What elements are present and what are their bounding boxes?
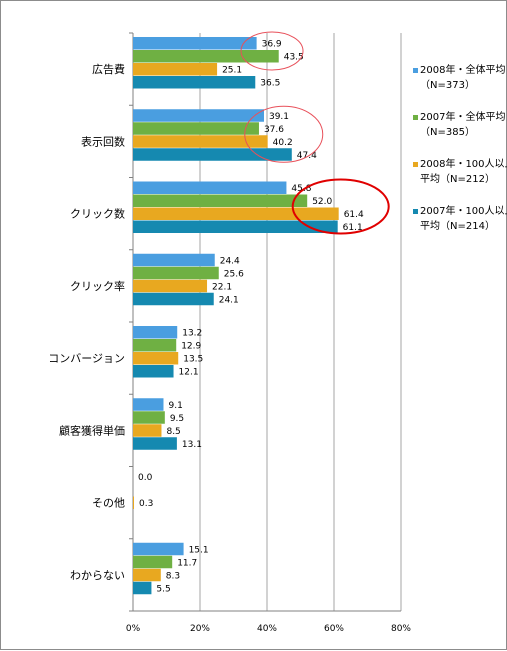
bar (133, 220, 338, 233)
bar (133, 194, 308, 207)
data-label: 39.1 (269, 112, 289, 122)
data-label: 12.9 (181, 342, 201, 352)
bar (133, 279, 208, 293)
bar (133, 568, 161, 582)
data-label: 61.1 (343, 223, 363, 233)
bar (133, 581, 152, 595)
bar (133, 365, 174, 378)
legend-label: 平均（N=214） (420, 220, 495, 232)
data-label: 8.5 (166, 427, 180, 437)
legend-label: 2007年・全体平均 (420, 110, 505, 123)
bar (133, 398, 164, 411)
data-label: 13.2 (182, 329, 202, 339)
bar (133, 37, 257, 50)
bar (133, 135, 268, 148)
category-label: クリック数 (70, 208, 125, 221)
category-label: クリック率 (70, 279, 125, 293)
legend-label: 平均（N=212） (420, 173, 495, 185)
bar (133, 542, 184, 556)
bar (133, 326, 178, 339)
x-tick-label: 20% (190, 624, 210, 634)
category-label: コンバージョン (48, 352, 125, 365)
category-label: その他 (92, 497, 125, 510)
data-label: 15.1 (189, 545, 209, 555)
bar (133, 352, 179, 365)
bar (133, 437, 177, 450)
bar (133, 339, 177, 352)
bar (133, 496, 135, 509)
data-label: 0.0 (138, 473, 153, 483)
bar (133, 253, 215, 267)
category-label: 表示回数 (81, 134, 125, 148)
x-tick-label: 60% (324, 624, 344, 634)
data-label: 24.1 (219, 295, 239, 305)
data-label: 13.5 (183, 355, 203, 365)
legend-swatch (413, 162, 418, 167)
legend-swatch (413, 68, 418, 73)
data-label: 12.1 (179, 368, 199, 378)
data-label: 36.9 (262, 40, 282, 50)
legend-label: 2007年・100人以上 (420, 204, 507, 217)
highlight-ellipse (244, 105, 324, 163)
data-label: 0.3 (139, 499, 153, 509)
bar (133, 76, 256, 89)
category-label: わからない (70, 569, 125, 582)
data-label: 25.1 (222, 66, 242, 76)
data-label: 9.5 (170, 414, 184, 424)
bar (133, 50, 279, 63)
data-label: 52.0 (312, 197, 332, 207)
data-label: 61.4 (344, 210, 364, 220)
bar (133, 292, 214, 306)
highlight-ellipse (291, 178, 390, 235)
data-label: 24.4 (220, 256, 240, 266)
data-label: 9.1 (168, 401, 182, 411)
data-label: 45.8 (291, 184, 311, 194)
x-tick-label: 40% (257, 624, 277, 634)
category-label: 顧客獲得単価 (59, 423, 125, 437)
bar (133, 63, 218, 76)
data-label: 22.1 (212, 282, 232, 292)
data-label: 43.5 (284, 53, 304, 63)
bar (133, 424, 162, 437)
data-label: 40.2 (273, 138, 293, 148)
bar (133, 148, 292, 161)
legend-label: （N=373） (420, 79, 475, 91)
legend-label: （N=385） (420, 126, 475, 138)
bar (133, 266, 219, 280)
bar (133, 122, 259, 135)
data-label: 25.6 (224, 269, 244, 279)
data-label: 11.7 (177, 558, 197, 568)
data-label: 47.4 (297, 151, 317, 161)
data-label: 5.5 (156, 584, 170, 594)
data-label: 37.6 (264, 125, 284, 135)
x-tick-label: 0% (126, 624, 141, 634)
data-label: 36.5 (260, 79, 280, 89)
legend-swatch (413, 209, 418, 214)
bar (133, 411, 165, 424)
highlight-ellipse (240, 31, 304, 71)
category-label: 広告費 (92, 62, 125, 76)
x-tick-label: 80% (391, 624, 411, 634)
data-label: 13.1 (182, 440, 202, 450)
bar (133, 109, 264, 122)
bar (133, 181, 287, 194)
legend-label: 2008年・100人以上 (420, 157, 507, 170)
data-label: 8.3 (166, 571, 180, 581)
legend-label: 2008年・全体平均 (420, 63, 505, 76)
bar (133, 207, 339, 220)
legend-swatch (413, 115, 418, 120)
bar (133, 555, 173, 569)
